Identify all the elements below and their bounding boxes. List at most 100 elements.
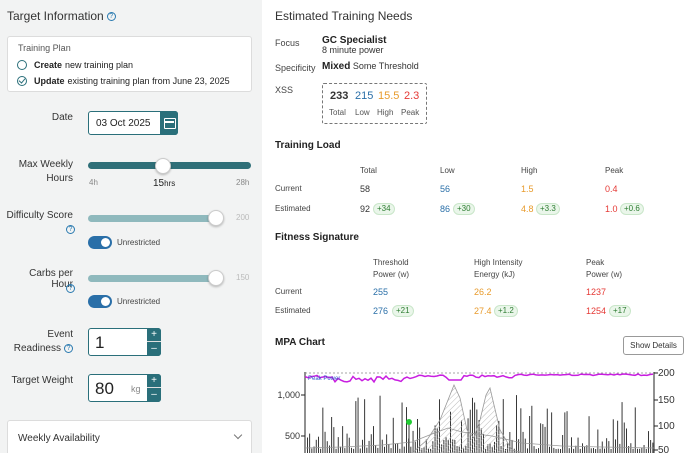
power-bar	[370, 434, 372, 453]
power-bar	[564, 412, 566, 453]
radio-checked-icon[interactable]	[17, 76, 27, 86]
difficulty-slider-track[interactable]	[88, 215, 216, 222]
weight-stepper[interactable]: + –	[147, 374, 161, 402]
power-bar	[307, 437, 308, 453]
info-icon[interactable]: ?	[66, 284, 75, 293]
info-icon[interactable]: ?	[106, 12, 116, 22]
minus-icon[interactable]: –	[151, 389, 157, 400]
readiness-stepper[interactable]: + –	[147, 328, 161, 356]
power-bar	[621, 402, 623, 453]
power-bar	[353, 448, 355, 453]
power-bar	[531, 405, 533, 453]
power-bar	[641, 447, 643, 453]
power-bar	[410, 446, 412, 453]
weekly-availability-accordion[interactable]: Weekly Availability	[7, 420, 252, 453]
target-information-title: Target Information?	[7, 9, 116, 23]
power-bar	[359, 448, 361, 453]
minus-icon[interactable]: –	[151, 343, 157, 354]
carbs-unrestricted-toggle[interactable]	[88, 295, 112, 308]
training-plan-box: Training Plan Create new training plan Up…	[7, 36, 252, 92]
show-details-button[interactable]: Show Details	[623, 336, 684, 355]
hours-slider-thumb[interactable]	[154, 158, 171, 174]
power-bar	[617, 420, 619, 453]
plus-icon[interactable]: +	[147, 328, 161, 342]
load-est-total: 92	[360, 204, 371, 214]
power-bar	[375, 445, 377, 453]
power-bar	[311, 448, 313, 453]
power-bar	[573, 448, 575, 453]
xss-low-value: 215	[355, 90, 374, 102]
power-bar	[337, 437, 339, 453]
peak-power-line	[304, 373, 654, 384]
create-plan-option[interactable]: Create new training plan	[17, 60, 133, 70]
fitness-current-peak: 1237	[586, 287, 607, 297]
event-marker[interactable]	[406, 419, 412, 425]
power-bar	[529, 416, 531, 453]
carbs-slider-track[interactable]	[88, 275, 216, 282]
xss-total-label: Total	[329, 108, 346, 117]
fitness-current-hie: 26.2	[474, 287, 492, 297]
power-bar	[582, 443, 583, 453]
power-bar	[599, 448, 601, 453]
fitness-est-peak: 1254	[586, 306, 607, 316]
difficulty-unrestricted-toggle[interactable]	[88, 236, 112, 249]
power-bar	[634, 407, 636, 453]
power-bar	[527, 448, 528, 453]
power-bar	[388, 444, 390, 453]
fitness-current-threshold: 255	[373, 287, 389, 297]
col-header-threshold: Threshold Power (w)	[373, 258, 410, 279]
power-bar	[637, 448, 638, 453]
xss-peak-label: Peak	[401, 108, 420, 117]
xss-high-label: High	[377, 108, 394, 117]
row-label-estimated: Estimated	[275, 204, 311, 213]
power-bar	[381, 439, 383, 453]
delta-badge: +34	[373, 203, 395, 215]
power-bar	[511, 439, 513, 453]
plus-icon[interactable]: +	[147, 374, 161, 388]
col-header-total: Total	[360, 166, 377, 175]
date-input[interactable]: 03 Oct 2025	[88, 111, 178, 135]
power-bar	[399, 448, 401, 453]
delta-badge: +21	[392, 305, 414, 317]
load-est-low: 86	[440, 204, 451, 214]
power-bar	[368, 440, 370, 453]
col-header-peak: Peak	[605, 166, 624, 175]
load-current-total: 58	[360, 184, 371, 194]
y-right-tick: 200	[658, 368, 675, 379]
power-bar	[342, 426, 344, 453]
estimated-training-needs-panel: Estimated Training Needs Focus GC Specia…	[262, 0, 690, 453]
info-icon[interactable]: ?	[66, 225, 75, 234]
power-bar	[390, 448, 392, 453]
power-bar	[329, 445, 330, 453]
fitness-signature-title: Fitness Signature	[275, 232, 359, 243]
info-icon[interactable]: ?	[64, 343, 73, 353]
power-bar	[538, 448, 539, 453]
power-bar	[395, 443, 396, 453]
radio-icon[interactable]	[17, 60, 27, 70]
difficulty-slider-thumb[interactable]	[208, 210, 224, 226]
power-bar	[557, 448, 559, 453]
col-header-high-intensity: High Intensity Energy (kJ)	[474, 258, 523, 279]
mpa-chart: 1,000 500 200 150 100 50 Peak Power	[277, 368, 675, 453]
target-weight-input[interactable]: 80 kg + –	[88, 374, 161, 402]
y-left-tick: 500	[285, 431, 300, 441]
mpa-chart-title: MPA Chart	[275, 337, 325, 348]
hours-value: 15hrs	[153, 178, 176, 189]
power-bar	[335, 448, 337, 453]
event-readiness-input[interactable]: 1 + –	[88, 328, 161, 356]
update-plan-option[interactable]: Update existing training plan from June 2…	[17, 76, 230, 86]
delta-badge: +0.6	[620, 203, 644, 215]
load-current-low: 56	[440, 184, 451, 194]
power-bar	[626, 428, 627, 453]
chevron-down-icon[interactable]	[233, 430, 243, 440]
hours-min-label: 4h	[89, 178, 98, 187]
difficulty-unrestricted-label: Unrestricted	[117, 238, 161, 247]
carbs-slider-thumb[interactable]	[208, 270, 224, 286]
power-bar	[535, 449, 537, 453]
power-bar	[320, 448, 322, 453]
load-current-peak: 0.4	[605, 184, 618, 194]
power-bar	[502, 399, 504, 453]
power-bar	[619, 443, 621, 453]
calendar-icon[interactable]	[160, 111, 178, 135]
power-bar	[606, 438, 608, 453]
